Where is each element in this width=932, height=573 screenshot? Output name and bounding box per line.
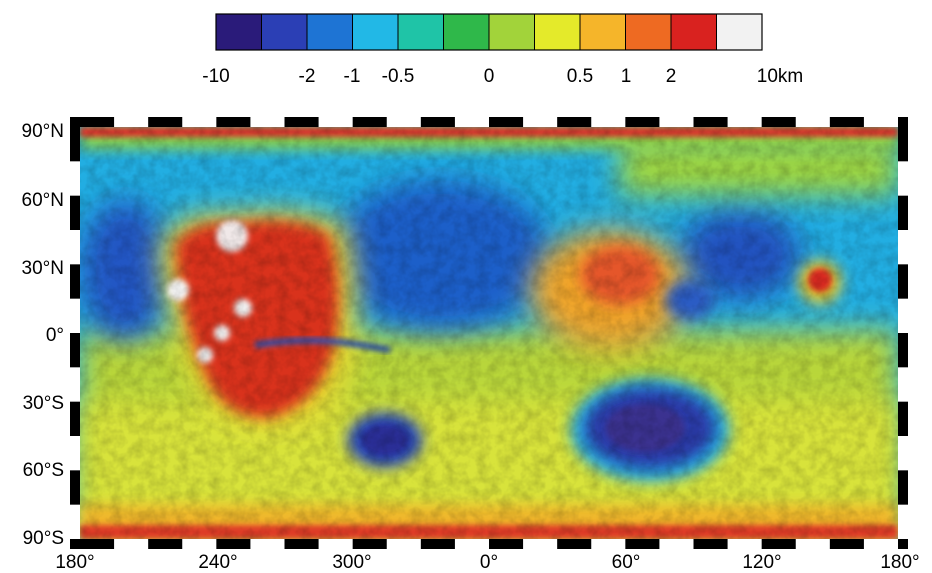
colorbar-swatch	[352, 14, 399, 50]
colorbar-swatch	[625, 14, 672, 50]
frame-segment	[386, 117, 421, 127]
colorbar-tick-labels: -10 -2 -1 -0.5 0 0.5 1 2 10km	[202, 66, 803, 87]
longitude-labels: 180° 240° 300° 0° 60° 120° 180°	[55, 552, 919, 573]
frame-segment	[898, 367, 908, 402]
colorbar-tick-label: 0.5	[567, 66, 593, 87]
colorbar-swatch	[580, 14, 626, 50]
lon-label-180e: 180°	[880, 552, 919, 573]
frame-segment	[114, 117, 149, 127]
lat-label-60s: 60°S	[23, 460, 64, 481]
frame-segment	[70, 298, 80, 333]
colorbar-tick-label: 1	[621, 66, 632, 87]
colorbar-swatch	[534, 14, 581, 50]
colorbar-tick-label: -1	[344, 66, 361, 87]
colorbar-swatch	[443, 14, 490, 50]
frame-segment	[454, 117, 489, 127]
frame-segment	[523, 539, 558, 549]
frame-segment	[454, 539, 489, 549]
lon-label-120: 120°	[742, 552, 781, 573]
frame-segment	[863, 539, 898, 549]
colorbar-swatch	[307, 14, 353, 50]
frame-segment	[182, 117, 217, 127]
lat-label-60n: 60°N	[22, 190, 64, 211]
frame-segment	[795, 117, 830, 127]
frame-segment	[70, 436, 80, 471]
frame-segment	[863, 117, 898, 127]
frame-segment	[898, 436, 908, 471]
colorbar-swatch	[216, 14, 262, 50]
colorbar-swatch	[261, 14, 308, 50]
colorbar-tick-label: -10	[202, 66, 229, 87]
frame-segment	[898, 161, 908, 196]
frame-segment	[659, 117, 694, 127]
frame-segment	[386, 539, 421, 549]
lon-label-240: 240°	[198, 552, 237, 573]
frame-segment	[727, 539, 762, 549]
frame-segment	[318, 117, 353, 127]
colorbar-swatch	[489, 14, 535, 50]
frame-segment	[70, 504, 80, 539]
lat-label-0: 0°	[46, 325, 64, 346]
colorbar-swatch	[671, 14, 717, 50]
frame-segment	[898, 298, 908, 333]
frame-segment	[727, 117, 762, 127]
lon-label-0: 0°	[480, 552, 498, 573]
lat-label-30s: 30°S	[23, 393, 64, 414]
frame-segment	[70, 161, 80, 196]
colorbar: -10 -2 -1 -0.5 0 0.5 1 2 10km	[202, 13, 803, 87]
colorbar-tick-label: 2	[666, 66, 677, 87]
colorbar-tick-label: 10km	[757, 66, 803, 87]
frame-segment	[591, 117, 626, 127]
frame-segment	[70, 367, 80, 402]
mars-topography-map	[80, 127, 898, 539]
frame-segment	[898, 230, 908, 265]
frame-segment	[523, 117, 558, 127]
frame-segment	[318, 539, 353, 549]
frame-segment	[70, 230, 80, 265]
colorbar-tick-label: -0.5	[382, 66, 415, 87]
frame-segment	[591, 539, 626, 549]
frame-segment	[795, 539, 830, 549]
frame-segment	[898, 504, 908, 539]
lon-label-60: 60°	[612, 552, 641, 573]
colorbar-swatch	[398, 14, 444, 50]
frame-segment	[659, 539, 694, 549]
frame-segment	[250, 117, 285, 127]
lat-label-90n: 90°N	[22, 121, 64, 142]
lon-label-180w: 180°	[55, 552, 94, 573]
lat-label-90s: 90°S	[23, 528, 64, 549]
lon-label-300: 300°	[332, 552, 371, 573]
latitude-labels: 90°N 60°N 30°N 0° 30°S 60°S 90°S	[22, 121, 64, 549]
lat-label-30n: 30°N	[22, 258, 64, 279]
colorbar-swatches	[216, 14, 763, 50]
colorbar-tick-label: 0	[484, 66, 495, 87]
colorbar-tick-label: -2	[299, 66, 316, 87]
frame-segment	[182, 539, 217, 549]
frame-segment	[114, 539, 149, 549]
frame-segment	[250, 539, 285, 549]
colorbar-swatch	[716, 14, 763, 50]
colorbar-frame	[215, 13, 763, 51]
